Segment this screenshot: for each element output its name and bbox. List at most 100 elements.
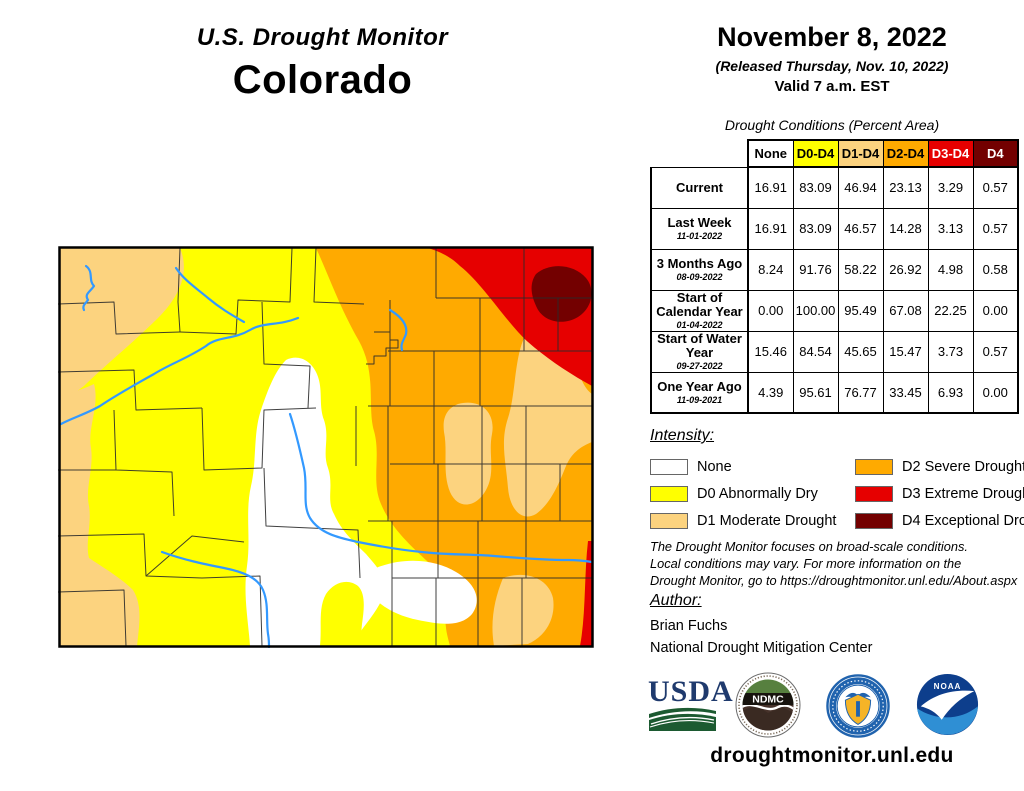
intensity-legend: None D0 Abnormally Dry D1 Moderate Droug… — [650, 453, 1024, 534]
legend-swatch-d1 — [650, 512, 688, 529]
table-cell: 0.57 — [972, 330, 1019, 373]
map-region-d4 — [531, 266, 592, 322]
map-region-d1-west — [60, 248, 184, 646]
agency-logos: USDA NDMC — [646, 670, 1018, 740]
table-row: Start of Water Year 09-27-2022 15.46 84.5… — [650, 330, 1019, 373]
table-cell: 26.92 — [882, 248, 929, 291]
table-cell: 46.94 — [837, 166, 884, 209]
table-caption: Drought Conditions (Percent Area) — [724, 117, 940, 133]
noaa-emblem-icon: NOAA — [916, 673, 979, 736]
table-cell: 46.57 — [837, 207, 884, 250]
col-header-d3d4: D3-D4 — [927, 139, 974, 168]
legend-item-none: None — [650, 453, 855, 480]
report-title: U.S. Drought Monitor — [196, 24, 449, 51]
col-header-d2d4: D2-D4 — [882, 139, 929, 168]
table-cell: 100.00 — [792, 289, 839, 332]
table-cell: 0.00 — [972, 371, 1019, 414]
row-label: Start of Calendar Year 01-04-2022 — [650, 289, 749, 332]
table-cell: 6.93 — [927, 371, 974, 414]
table-corner-cell — [651, 140, 748, 167]
map-svg — [57, 246, 594, 649]
legend-item-d1: D1 Moderate Drought — [650, 507, 855, 534]
row-label: Last Week 11-01-2022 — [650, 207, 749, 250]
state-border — [58, 246, 594, 648]
table-row: Last Week 11-01-2022 16.91 83.09 46.57 14… — [650, 207, 1019, 250]
county-boundaries — [57, 247, 592, 647]
table-cell: 76.77 — [837, 371, 884, 414]
table-cell: 0.57 — [972, 207, 1019, 250]
table-row: Start of Calendar Year 01-04-2022 0.00 10… — [650, 289, 1019, 332]
table-cell: 3.29 — [927, 166, 974, 209]
author-name: Brian Fuchs — [650, 618, 728, 634]
table-cell: 3.73 — [927, 330, 974, 373]
table-cell: 58.22 — [837, 248, 884, 291]
row-label: One Year Ago 11-09-2021 — [650, 371, 749, 414]
table-cell: 15.47 — [882, 330, 929, 373]
table-cell: 83.09 — [792, 166, 839, 209]
row-label: 3 Months Ago 08-09-2022 — [650, 248, 749, 291]
row-label: Current — [650, 166, 749, 209]
table-row: One Year Ago 11-09-2021 4.39 95.61 76.77 … — [650, 371, 1019, 414]
table-cell: 0.58 — [972, 248, 1019, 291]
legend-item-d4: D4 Exceptional Drought — [855, 507, 1024, 534]
legend-swatch-d4 — [855, 512, 893, 529]
table-cell: 45.65 — [837, 330, 884, 373]
usda-logo-text: USDA — [648, 675, 734, 708]
drought-conditions-table: None D0-D4 D1-D4 D2-D4 D3-D4 D4 Current … — [650, 139, 1019, 414]
table-cell: 0.57 — [972, 166, 1019, 209]
col-header-d1d4: D1-D4 — [837, 139, 884, 168]
valid-time: Valid 7 a.m. EST — [774, 78, 890, 95]
table-cell: 84.54 — [792, 330, 839, 373]
legend-swatch-d3 — [855, 485, 893, 502]
svg-text:NDMC: NDMC — [752, 694, 784, 706]
col-header-none: None — [747, 139, 794, 168]
legend-item-d3: D3 Extreme Drought — [855, 480, 1024, 507]
table-cell: 95.61 — [792, 371, 839, 414]
ndmc-seal-icon: NDMC — [735, 672, 801, 738]
table-row: Current 16.91 83.09 46.94 23.13 3.29 0.5… — [650, 166, 1019, 209]
commerce-seal-icon — [826, 674, 890, 738]
table-cell: 4.98 — [927, 248, 974, 291]
table-cell: 16.91 — [747, 166, 794, 209]
table-cell: 83.09 — [792, 207, 839, 250]
map-region-none-center — [245, 357, 477, 646]
legend-swatch-d0 — [650, 485, 688, 502]
state-name: Colorado — [232, 58, 413, 102]
legend-item-d0: D0 Abnormally Dry — [650, 480, 855, 507]
col-header-d4: D4 — [972, 139, 1019, 168]
author-heading: Author: — [650, 592, 702, 609]
legend-swatch-d2 — [855, 458, 893, 475]
footer-url: droughtmonitor.unl.edu — [710, 744, 954, 767]
date-block: November 8, 2022 (Released Thursday, Nov… — [640, 22, 1024, 95]
table-cell: 95.49 — [837, 289, 884, 332]
ndmc-logo: NDMC — [735, 672, 801, 743]
table-cell: 23.13 — [882, 166, 929, 209]
table-cell: 14.28 — [882, 207, 929, 250]
row-label: Start of Water Year 09-27-2022 — [650, 330, 749, 373]
usda-logo: USDA — [648, 675, 734, 737]
author-block: Brian Fuchs National Drought Mitigation … — [650, 615, 872, 659]
legend-item-d2: D2 Severe Drought — [855, 453, 1024, 480]
map-region-d0-tongue — [320, 581, 364, 646]
author-org: National Drought Mitigation Center — [650, 640, 873, 656]
colorado-drought-map — [57, 246, 594, 649]
table-cell: 3.13 — [927, 207, 974, 250]
rivers — [59, 264, 594, 649]
usda-fields-icon — [649, 707, 716, 731]
table-cell: 8.24 — [747, 248, 794, 291]
report-date: November 8, 2022 — [717, 22, 947, 52]
legend-swatch-none — [650, 458, 688, 475]
noaa-logo: NOAA — [916, 673, 979, 741]
table-cell: 22.25 — [927, 289, 974, 332]
commerce-seal-logo — [826, 674, 890, 743]
table-cell: 0.00 — [747, 289, 794, 332]
intensity-heading: Intensity: — [650, 427, 715, 444]
svg-text:NOAA: NOAA — [934, 682, 962, 691]
table-row: 3 Months Ago 08-09-2022 8.24 91.76 58.22 … — [650, 248, 1019, 291]
released-date: (Released Thursday, Nov. 10, 2022) — [715, 58, 949, 74]
map-title-block: U.S. Drought Monitor Colorado — [60, 24, 585, 103]
col-header-d0d4: D0-D4 — [792, 139, 839, 168]
table-cell: 16.91 — [747, 207, 794, 250]
disclaimer-text: The Drought Monitor focuses on broad-sca… — [650, 539, 1018, 588]
